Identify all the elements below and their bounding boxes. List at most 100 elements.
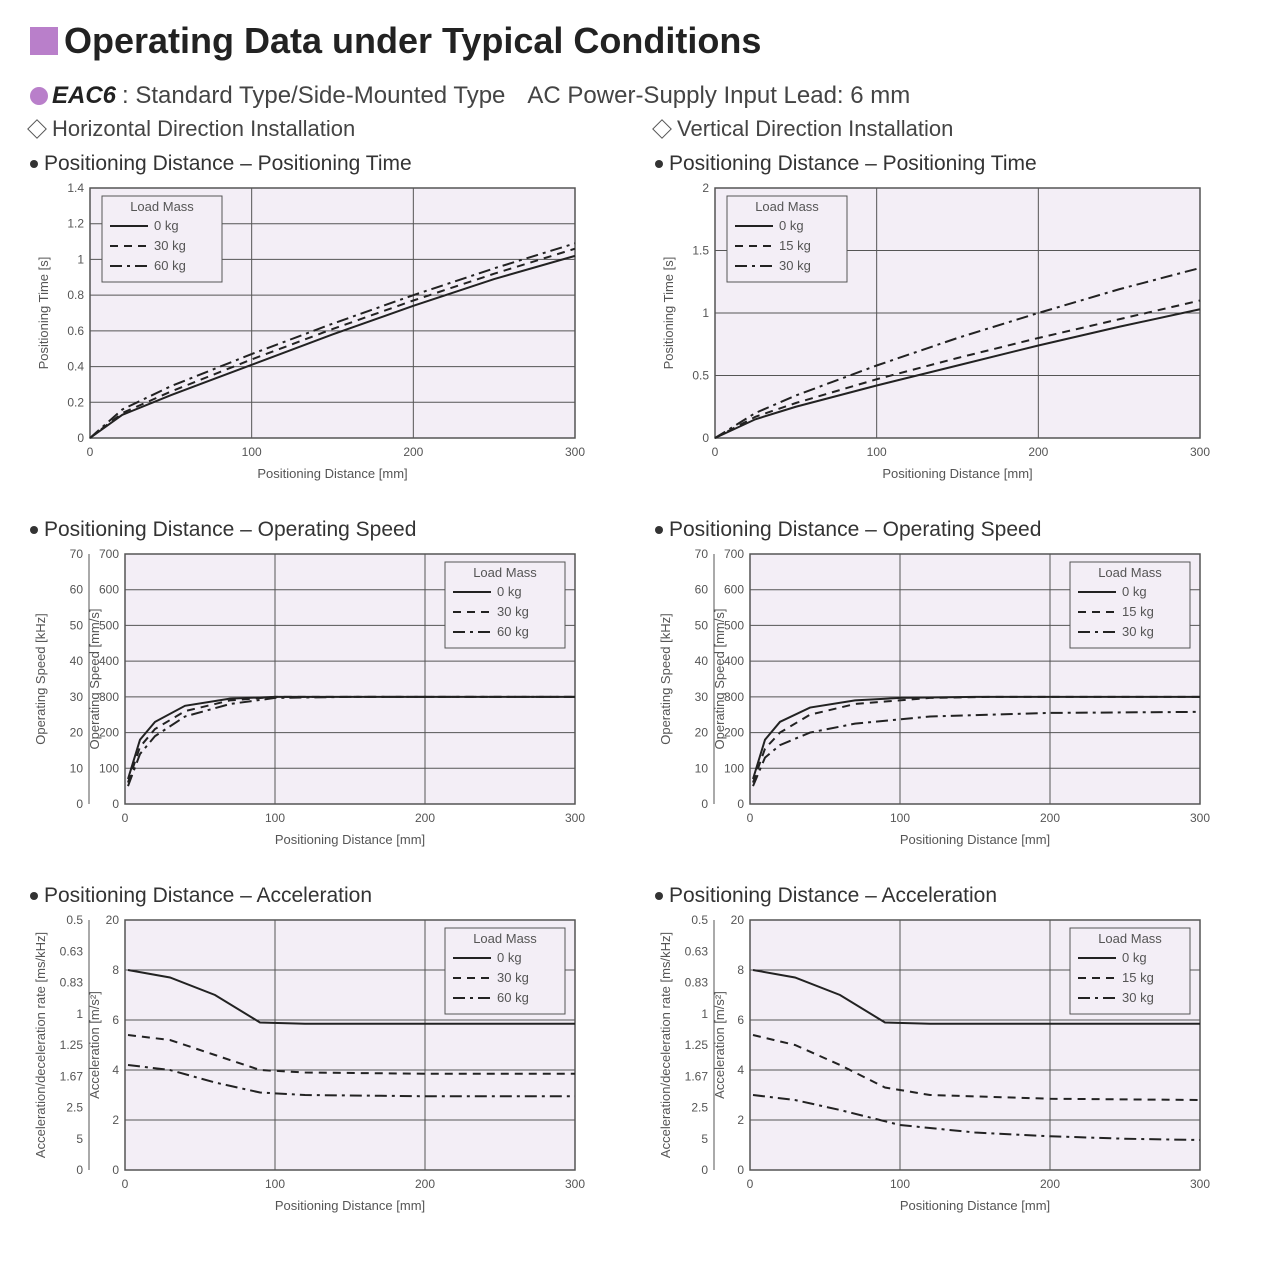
svg-text:20: 20 bbox=[70, 726, 84, 740]
svg-text:0.83: 0.83 bbox=[685, 976, 709, 990]
svg-text:Acceleration/deceleration rate: Acceleration/deceleration rate [ms/kHz] bbox=[33, 932, 48, 1158]
svg-text:0: 0 bbox=[737, 797, 744, 811]
svg-text:0 kg: 0 kg bbox=[154, 218, 179, 233]
svg-text:1.67: 1.67 bbox=[685, 1069, 709, 1083]
svg-text:0: 0 bbox=[701, 797, 708, 811]
title-marker-icon bbox=[30, 27, 58, 55]
svg-text:100: 100 bbox=[265, 1177, 285, 1191]
chart-h-speed: 0100200300010020030040050060070001020304… bbox=[30, 544, 625, 874]
svg-text:200: 200 bbox=[724, 726, 744, 740]
svg-text:0.6: 0.6 bbox=[67, 324, 84, 338]
svg-text:20: 20 bbox=[695, 726, 709, 740]
svg-text:0 kg: 0 kg bbox=[497, 584, 522, 599]
svg-text:0 kg: 0 kg bbox=[1122, 584, 1147, 599]
svg-text:0: 0 bbox=[76, 797, 83, 811]
chart-h-time: 010020030000.20.40.60.811.21.4Positionin… bbox=[30, 178, 625, 508]
svg-text:200: 200 bbox=[415, 1177, 435, 1191]
svg-text:20: 20 bbox=[106, 913, 120, 927]
svg-text:1: 1 bbox=[77, 252, 84, 266]
svg-text:5: 5 bbox=[701, 1132, 708, 1146]
svg-text:Operating Speed [mm/s]: Operating Speed [mm/s] bbox=[87, 609, 102, 750]
svg-text:0.2: 0.2 bbox=[67, 395, 84, 409]
svg-text:Positioning Distance [mm]: Positioning Distance [mm] bbox=[882, 466, 1032, 481]
svg-text:1: 1 bbox=[702, 306, 709, 320]
svg-text:4: 4 bbox=[737, 1063, 744, 1077]
svg-text:0: 0 bbox=[701, 1163, 708, 1177]
svg-text:Load Mass: Load Mass bbox=[473, 931, 537, 946]
svg-text:300: 300 bbox=[724, 690, 744, 704]
svg-text:Load Mass: Load Mass bbox=[473, 565, 537, 580]
svg-text:Acceleration [m/s²]: Acceleration [m/s²] bbox=[712, 991, 727, 1099]
svg-text:2: 2 bbox=[112, 1113, 119, 1127]
svg-text:6: 6 bbox=[112, 1013, 119, 1027]
svg-text:50: 50 bbox=[695, 618, 709, 632]
svg-text:Operating Speed [kHz]: Operating Speed [kHz] bbox=[33, 613, 48, 745]
title-text: Operating Data under Typical Conditions bbox=[64, 20, 761, 62]
chart-title-text: Positioning Distance – Positioning Time bbox=[669, 152, 1037, 176]
svg-text:200: 200 bbox=[99, 726, 119, 740]
product-subtitle: EAC6 : Standard Type/Side-Mounted Type A… bbox=[30, 82, 1250, 110]
svg-text:Acceleration [m/s²]: Acceleration [m/s²] bbox=[87, 991, 102, 1099]
svg-text:300: 300 bbox=[565, 811, 585, 825]
svg-text:40: 40 bbox=[695, 654, 709, 668]
svg-text:Positioning Distance [mm]: Positioning Distance [mm] bbox=[275, 832, 425, 847]
svg-text:0 kg: 0 kg bbox=[497, 950, 522, 965]
svg-text:Operating Speed [kHz]: Operating Speed [kHz] bbox=[658, 613, 673, 745]
svg-text:Operating Speed [mm/s]: Operating Speed [mm/s] bbox=[712, 609, 727, 750]
svg-text:60 kg: 60 kg bbox=[154, 258, 186, 273]
svg-text:1.2: 1.2 bbox=[67, 217, 84, 231]
svg-text:Load Mass: Load Mass bbox=[755, 199, 819, 214]
direction-title: Vertical Direction Installation bbox=[655, 116, 1250, 142]
chart-title-text: Positioning Distance – Acceleration bbox=[669, 884, 997, 908]
svg-text:Load Mass: Load Mass bbox=[130, 199, 194, 214]
svg-text:1.67: 1.67 bbox=[60, 1069, 84, 1083]
svg-text:2: 2 bbox=[737, 1113, 744, 1127]
svg-text:300: 300 bbox=[99, 690, 119, 704]
svg-text:2: 2 bbox=[702, 181, 709, 195]
svg-text:500: 500 bbox=[99, 618, 119, 632]
svg-text:1.25: 1.25 bbox=[685, 1038, 709, 1052]
svg-text:Positioning Distance [mm]: Positioning Distance [mm] bbox=[900, 1198, 1050, 1213]
svg-text:200: 200 bbox=[415, 811, 435, 825]
svg-text:0: 0 bbox=[87, 445, 94, 459]
svg-text:60: 60 bbox=[695, 583, 709, 597]
chart-title: Positioning Distance – Acceleration bbox=[30, 884, 625, 908]
svg-text:Load Mass: Load Mass bbox=[1098, 565, 1162, 580]
bullet-icon bbox=[30, 892, 38, 900]
svg-text:Positioning Time [s]: Positioning Time [s] bbox=[661, 257, 676, 370]
svg-text:300: 300 bbox=[1190, 811, 1210, 825]
svg-text:0.63: 0.63 bbox=[685, 944, 709, 958]
svg-text:2.5: 2.5 bbox=[691, 1101, 708, 1115]
svg-text:0: 0 bbox=[112, 797, 119, 811]
bullet-icon bbox=[655, 526, 663, 534]
svg-text:60 kg: 60 kg bbox=[497, 990, 529, 1005]
svg-text:100: 100 bbox=[99, 761, 119, 775]
chart-title: Positioning Distance – Operating Speed bbox=[655, 518, 1250, 542]
svg-text:30 kg: 30 kg bbox=[1122, 990, 1154, 1005]
svg-text:0: 0 bbox=[712, 445, 719, 459]
svg-text:1: 1 bbox=[76, 1007, 83, 1021]
svg-text:8: 8 bbox=[112, 963, 119, 977]
product-type: : Standard Type/Side-Mounted Type bbox=[122, 82, 505, 110]
svg-text:200: 200 bbox=[1040, 811, 1060, 825]
svg-text:0.4: 0.4 bbox=[67, 360, 84, 374]
svg-text:300: 300 bbox=[565, 445, 585, 459]
chart-title: Positioning Distance – Acceleration bbox=[655, 884, 1250, 908]
svg-text:0: 0 bbox=[122, 1177, 129, 1191]
svg-text:1: 1 bbox=[701, 1007, 708, 1021]
svg-text:0: 0 bbox=[76, 1163, 83, 1177]
svg-text:0: 0 bbox=[122, 811, 129, 825]
product-spec: AC Power-Supply Input Lead: 6 mm bbox=[527, 82, 910, 110]
svg-text:4: 4 bbox=[112, 1063, 119, 1077]
chart-title: Positioning Distance – Positioning Time bbox=[655, 152, 1250, 176]
svg-text:Acceleration/deceleration rate: Acceleration/deceleration rate [ms/kHz] bbox=[658, 932, 673, 1158]
svg-text:0.8: 0.8 bbox=[67, 288, 84, 302]
chart-title-text: Positioning Distance – Positioning Time bbox=[44, 152, 412, 176]
product-code: EAC6 bbox=[52, 82, 116, 110]
chart-title-text: Positioning Distance – Operating Speed bbox=[44, 518, 416, 542]
direction-title: Horizontal Direction Installation bbox=[30, 116, 625, 142]
svg-text:0.5: 0.5 bbox=[691, 913, 708, 927]
svg-text:0 kg: 0 kg bbox=[779, 218, 804, 233]
svg-text:70: 70 bbox=[70, 547, 84, 561]
svg-text:400: 400 bbox=[724, 654, 744, 668]
